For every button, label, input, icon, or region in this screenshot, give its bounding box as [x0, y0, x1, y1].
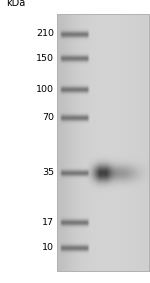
- Text: 17: 17: [42, 218, 54, 227]
- Text: 150: 150: [36, 53, 54, 63]
- Text: kDa: kDa: [6, 0, 25, 8]
- Text: 70: 70: [42, 113, 54, 122]
- Text: 10: 10: [42, 243, 54, 252]
- Text: 35: 35: [42, 168, 54, 177]
- Text: 210: 210: [36, 29, 54, 38]
- Text: 100: 100: [36, 85, 54, 94]
